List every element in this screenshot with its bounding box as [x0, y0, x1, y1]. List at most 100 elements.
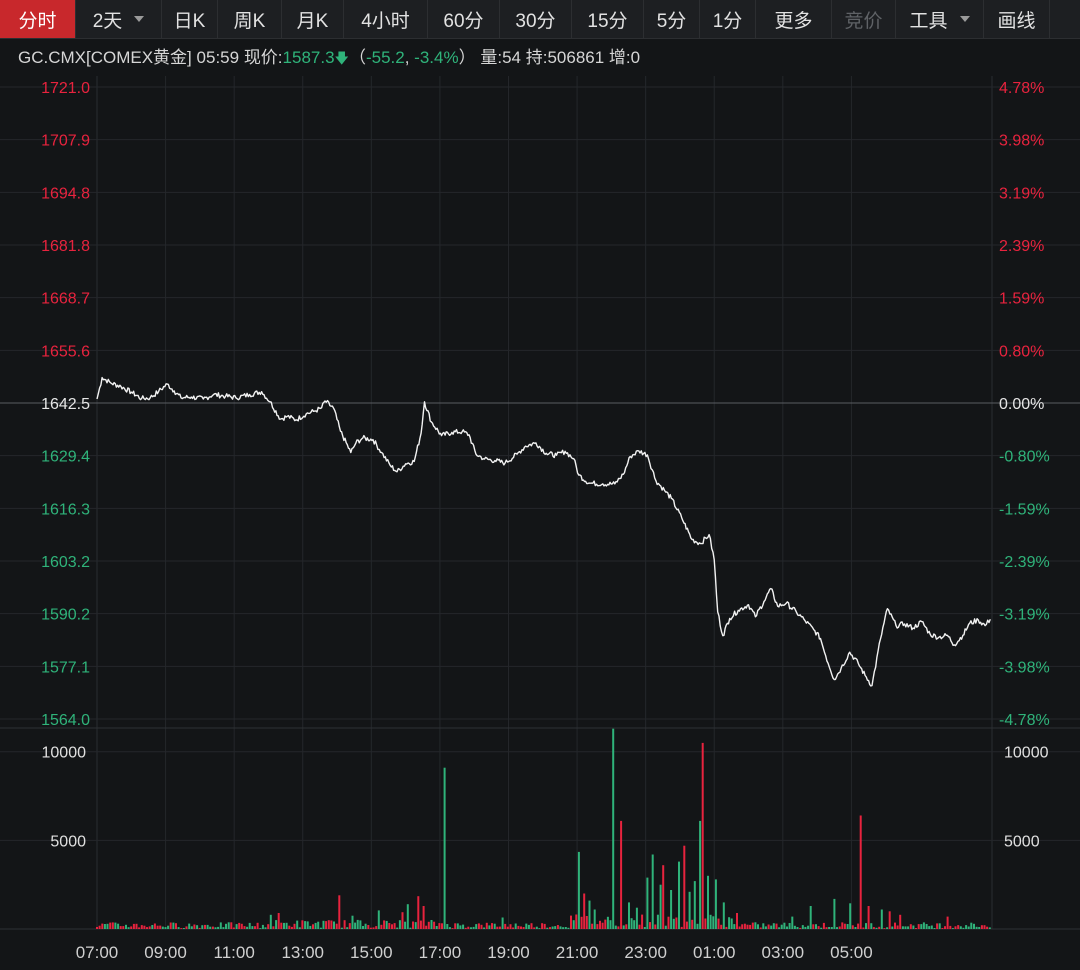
volume-bar — [343, 920, 346, 929]
volume-bar — [809, 906, 812, 929]
volume-bar — [256, 922, 259, 929]
volume-bar — [886, 927, 889, 929]
caret-down-icon — [134, 16, 145, 22]
volume-bar — [264, 927, 267, 929]
volume-bar — [504, 923, 507, 929]
volume-bar — [843, 923, 846, 929]
volume-bar — [728, 917, 731, 929]
volume-bar — [435, 926, 438, 929]
tab-1[interactable]: 2天 — [76, 0, 162, 38]
volume-bar — [335, 923, 338, 929]
volume-bar — [807, 925, 810, 929]
volume-bar — [296, 920, 299, 929]
period-toolbar: 分时 2天 日K 周K 月K 4小时 60分 30分 15分 5分 1分 更多 竞价 工具 画线 — [0, 0, 1080, 39]
volume-bar — [891, 926, 894, 929]
tab-6[interactable]: 60分 — [428, 0, 500, 38]
volume-bar — [678, 861, 680, 929]
volume-bar — [685, 921, 688, 929]
volume-bar — [638, 924, 641, 929]
volume-bar — [712, 916, 715, 929]
tab-8[interactable]: 15分 — [572, 0, 644, 38]
percent-tick-label: -3.19% — [999, 607, 1050, 624]
volume-bar — [438, 923, 441, 929]
volume-bar — [148, 926, 151, 929]
volume-bar — [364, 923, 367, 929]
volume-bar — [620, 820, 623, 929]
volume-bar — [340, 927, 343, 929]
volume-bar — [720, 924, 723, 929]
volume-bar — [288, 925, 291, 929]
volume-bar — [556, 925, 559, 929]
tab-9[interactable]: 5分 — [644, 0, 700, 38]
volume-bar — [330, 920, 333, 929]
volume-bar — [527, 924, 530, 929]
volume-bar — [293, 923, 296, 929]
volume-bar — [646, 877, 649, 929]
volume-bar — [799, 927, 802, 929]
volume-bar — [322, 920, 325, 929]
volume-bar — [662, 865, 665, 929]
volume-bar — [304, 921, 307, 929]
volume-bar — [301, 920, 304, 929]
volume-bar — [767, 924, 770, 929]
volume-value: 54 — [502, 48, 521, 67]
volume-bar — [454, 923, 457, 929]
volume-bar — [772, 923, 775, 929]
volume-bar — [219, 922, 222, 929]
volume-bar — [193, 924, 196, 929]
percent-tick-label: -1.59% — [999, 501, 1050, 518]
arrow-down-icon: 🡇 — [334, 50, 349, 66]
volume-bar — [227, 922, 230, 929]
volume-bar — [930, 925, 933, 929]
volume-tick-label: 10000 — [1004, 745, 1049, 762]
volume-bar — [427, 921, 430, 929]
volume-bar — [351, 915, 354, 929]
volume-bar — [483, 927, 486, 929]
percent-tick-label: 4.78% — [999, 80, 1044, 97]
volume-bar — [406, 904, 409, 929]
volume-bar — [641, 914, 644, 929]
tab-13[interactable]: 工具 — [896, 0, 984, 38]
volume-bar — [272, 926, 275, 929]
tab-3[interactable]: 周K — [218, 0, 282, 38]
volume-bar — [965, 925, 968, 929]
volume-bar — [880, 909, 883, 929]
tab-14[interactable]: 画线 — [984, 0, 1050, 38]
volume-bar — [506, 926, 509, 929]
volume-bar — [838, 926, 841, 929]
time-tick-label: 13:00 — [281, 943, 324, 962]
volume-bar — [925, 924, 928, 929]
tab-12[interactable]: 竞价 — [832, 0, 896, 38]
tab-7[interactable]: 30分 — [500, 0, 572, 38]
volume-bar — [196, 925, 199, 929]
volume-bar — [575, 914, 578, 929]
tab-11[interactable]: 更多 — [756, 0, 832, 38]
price-tick-label: 1577.1 — [41, 659, 90, 676]
volume-bar — [762, 923, 765, 929]
volume-bar — [801, 925, 804, 929]
volume-bar — [862, 927, 865, 929]
volume-bar — [338, 895, 341, 929]
volume-bar — [261, 924, 264, 929]
volume-bar — [393, 923, 396, 929]
volume-bar — [672, 918, 675, 929]
volume-bar — [580, 916, 583, 929]
volume-bar — [922, 922, 925, 929]
volume-bar — [693, 881, 696, 929]
axis-labels: 1721.0 4.78% 1707.9 3.98% 1694.8 3.19% 1681.8 2… — [41, 80, 1050, 962]
tab-2[interactable]: 日K — [162, 0, 218, 38]
volume-bar — [878, 926, 881, 929]
tab-4[interactable]: 月K — [282, 0, 344, 38]
volume-bar — [198, 927, 201, 929]
tab-0[interactable]: 分时 — [0, 0, 76, 38]
volume-bar — [356, 919, 359, 929]
tab-10[interactable]: 1分 — [700, 0, 756, 38]
volume-bar — [978, 927, 981, 929]
volume-bar — [319, 927, 322, 929]
tab-5[interactable]: 4小时 — [344, 0, 428, 38]
volume-bar — [491, 923, 493, 929]
volume-bar — [796, 927, 799, 929]
open-interest-value: 506861 — [547, 48, 605, 67]
volume-bar — [132, 923, 135, 929]
